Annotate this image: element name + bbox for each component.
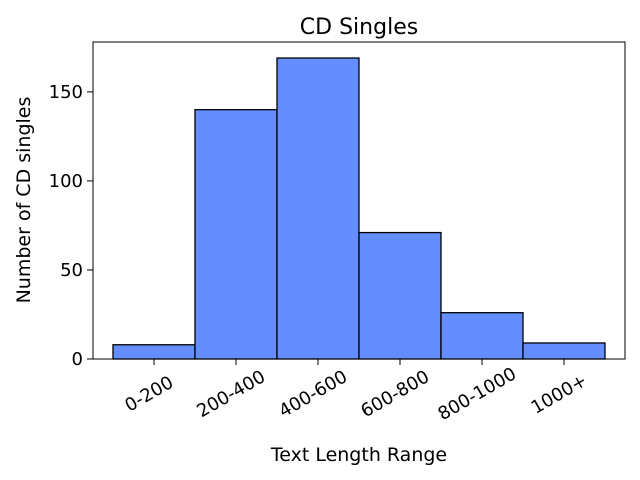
bars-group: [112, 57, 606, 360]
x-tick-label: 200-400: [193, 366, 269, 422]
chart-title: CD Singles: [300, 15, 418, 40]
bar-200-400: [194, 109, 278, 360]
x-tick-label: 600-800: [357, 366, 433, 422]
x-axis: 0-200 200-400 400-600 600-800 800-1000 1000+: [121, 359, 591, 425]
bar-600-800: [358, 231, 442, 360]
y-tick-label: 150: [49, 82, 83, 103]
y-tick-label: 0: [72, 349, 83, 370]
bar-400-600: [276, 57, 360, 360]
y-axis: 0 50 100 150: [49, 82, 93, 370]
bar-0-200: [112, 344, 196, 360]
y-tick-label: 50: [60, 260, 83, 281]
x-tick-label: 0-200: [121, 372, 177, 416]
y-axis-label: Number of CD singles: [13, 97, 35, 304]
y-tick-label: 100: [49, 171, 83, 192]
bar-1000+: [522, 342, 606, 360]
bar-800-1000: [440, 312, 524, 360]
plot-frame: [92, 41, 626, 360]
x-axis-label: Text Length Range: [270, 444, 447, 466]
x-tick-label: 1000+: [528, 370, 591, 419]
x-tick-label: 400-600: [275, 366, 351, 422]
x-tick-label: 800-1000: [434, 363, 520, 425]
